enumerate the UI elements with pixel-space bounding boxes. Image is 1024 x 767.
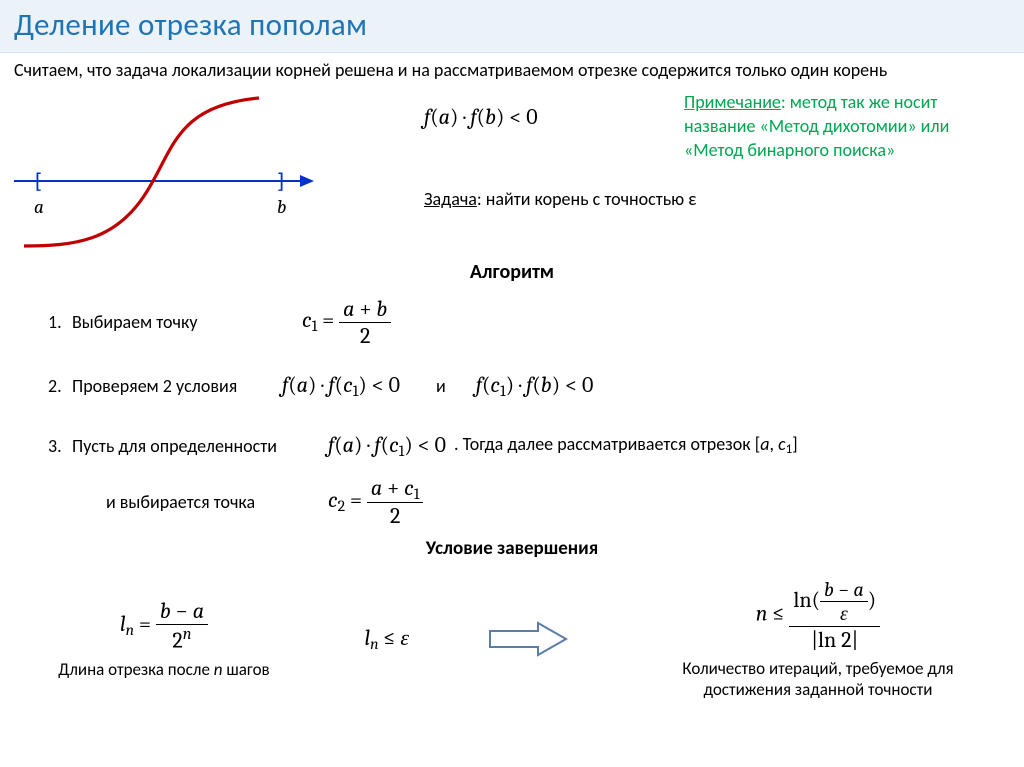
s1-num: a + b <box>339 296 391 323</box>
step-3b-text: и выбирается точка <box>106 491 328 513</box>
step-3b-formula: c2 = a + c1 2 <box>328 475 423 530</box>
n-caption: Количество итераций, требуемое для дости… <box>653 659 983 700</box>
s2-cond1: f(a) · f(c1) < 0 <box>282 372 400 400</box>
step-2-text: Проверяем 2 условия <box>72 375 282 397</box>
termination-title: Условие завершения <box>14 537 1010 560</box>
bracket-left: [ <box>32 169 44 193</box>
intro-text: Считаем, что задача локализации корней р… <box>14 59 1010 82</box>
implies-arrow-icon <box>486 619 572 659</box>
task-label: Задача <box>424 188 477 210</box>
n-lhs: n ≤ <box>756 601 785 627</box>
page-title: Деление отрезка пополам <box>14 6 1010 44</box>
ln-caption: Длина отрезка после n шагов <box>58 660 269 680</box>
main-condition: f(a) · f(b) < 0 <box>424 104 684 130</box>
s2-and: и <box>436 375 446 397</box>
s2-cond2: f(c1) · f(b) < 0 <box>476 372 594 400</box>
axis-arrow-icon <box>300 175 314 187</box>
function-curve <box>24 98 259 246</box>
note-block: Примечание: метод так же носит название … <box>684 90 1004 163</box>
steps: 1. Выбираем точку c1 = a + b 2 2. Провер… <box>48 296 1010 530</box>
n-num: ln(b − aε) <box>789 578 880 627</box>
s1-lhs: c1 = <box>302 307 334 333</box>
task-line: Задача: найти корень с точностью ε <box>424 188 696 210</box>
graph: [ ] a b <box>14 86 334 256</box>
ln-den: 2n <box>156 625 208 653</box>
algorithm-title: Алгоритм <box>14 260 1010 284</box>
slide-body: Считаем, что задача локализации корней р… <box>0 53 1024 700</box>
n-block: n ≤ ln(b − aε) |ln 2| Количество итераци… <box>648 578 988 700</box>
s3b-num: a + c1 <box>367 475 424 504</box>
step-1: 1. Выбираем точку c1 = a + b 2 <box>48 296 1010 349</box>
note-label: Примечание <box>684 91 781 113</box>
n-den: |ln 2| <box>789 627 880 653</box>
step-3: 3. Пусть для определенности f(a) · f(c1)… <box>48 423 1010 469</box>
step-3b: и выбирается точка c2 = a + c1 2 <box>106 475 1010 530</box>
termination-cond: ln ≤ ε <box>364 625 409 653</box>
ln-lhs: ln = <box>120 611 151 637</box>
step-number: 2. <box>48 375 72 397</box>
title-bar: Деление отрезка пополам <box>0 0 1024 53</box>
task-text: : найти корень с точностью ε <box>477 188 697 210</box>
main-condition-block: f(a) · f(b) < 0 <box>424 104 684 130</box>
ln-block: ln = b − a 2n Длина отрезка после n шаго… <box>34 598 294 680</box>
step-2: 2. Проверяем 2 условия f(a) · f(c1) < 0 … <box>48 363 1010 409</box>
step-1-formula: c1 = a + b 2 <box>302 296 391 349</box>
label-b: b <box>277 196 286 218</box>
s3-tail: . Тогда далее рассматривается отрезок [a… <box>454 433 798 457</box>
s3-cond: f(a) · f(c1) < 0 <box>328 432 446 460</box>
ln-num: b − a <box>156 598 208 625</box>
label-a: a <box>34 196 44 218</box>
step-1-text: Выбираем точку <box>72 311 262 333</box>
s3b-den: 2 <box>367 503 424 529</box>
step-number: 1. <box>48 311 72 333</box>
step-3-text: Пусть для определенности <box>72 435 328 457</box>
n-formula: n ≤ ln(b − aε) |ln 2| <box>756 578 880 653</box>
step-number: 3. <box>48 435 72 457</box>
diagram-row: [ ] a b f(a) · f(b) < 0 Задача: найти ко… <box>14 86 1010 256</box>
bracket-right: ] <box>275 169 287 193</box>
s1-den: 2 <box>339 323 391 349</box>
graph-svg: [ ] <box>14 86 334 256</box>
ln-formula: ln = b − a 2n <box>120 598 208 653</box>
s3b-lhs: c2 = <box>328 487 362 513</box>
termination-row: ln = b − a 2n Длина отрезка после n шаго… <box>34 578 988 700</box>
